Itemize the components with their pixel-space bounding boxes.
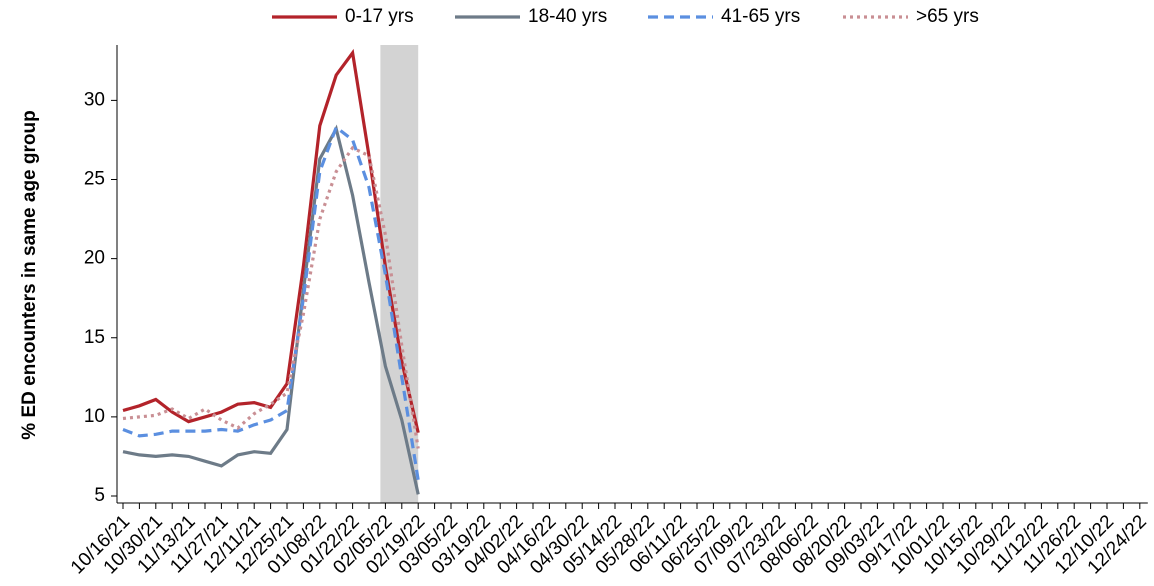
y-tick-label: 25 <box>84 169 105 190</box>
legend-item: >65 yrs <box>843 6 979 27</box>
series-line <box>122 124 420 481</box>
legend-item: 0-17 yrs <box>272 6 414 27</box>
y-tick-label: 5 <box>94 485 105 506</box>
legend-label: 0-17 yrs <box>345 6 414 27</box>
y-tick-label: 30 <box>84 89 105 110</box>
series-line <box>122 48 420 434</box>
y-axis-label: % ED encounters in same age group <box>19 110 40 439</box>
legend-label: 18-40 yrs <box>528 6 607 27</box>
series-line <box>122 145 420 449</box>
legend-label: 41-65 yrs <box>721 6 800 27</box>
y-tick-label: 20 <box>84 248 105 269</box>
legend-item: 41-65 yrs <box>648 6 800 27</box>
y-tick-label: 15 <box>84 327 105 348</box>
y-tick-label: 10 <box>84 406 105 427</box>
series-line <box>122 124 420 495</box>
legend-item: 18-40 yrs <box>455 6 607 27</box>
legend-label: >65 yrs <box>916 6 979 27</box>
